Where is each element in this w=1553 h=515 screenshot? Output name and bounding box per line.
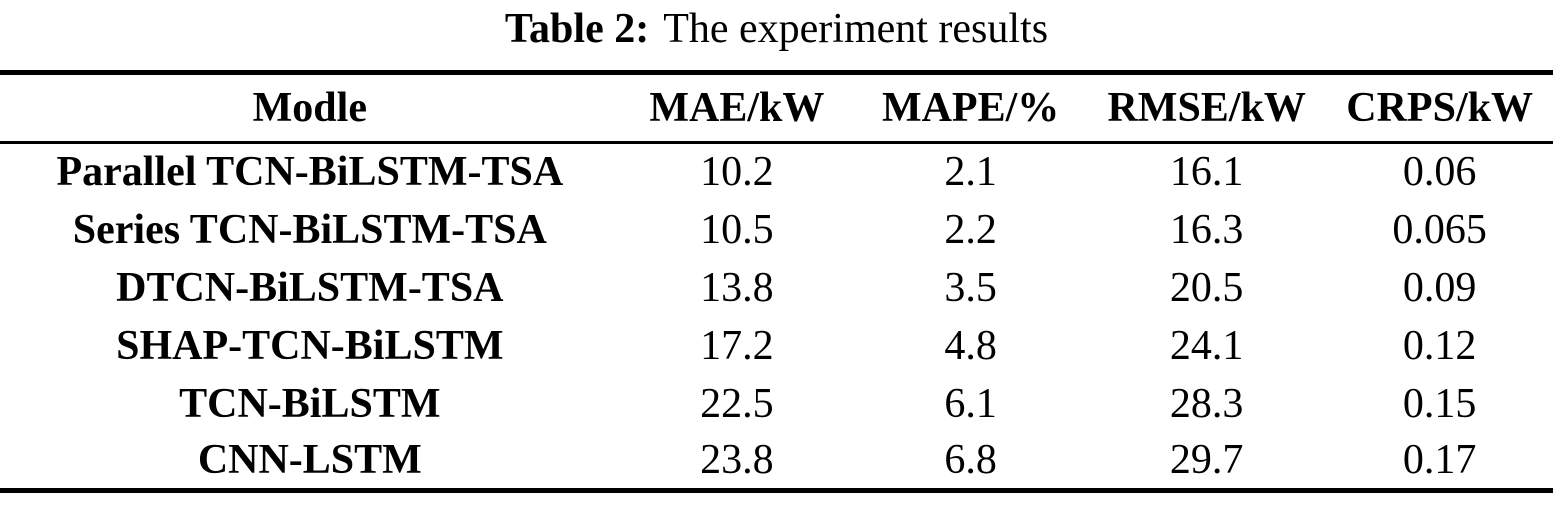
table-row: TCN-BiLSTM 22.5 6.1 28.3 0.15 <box>0 375 1553 433</box>
model-name-cell: SHAP-TCN-BiLSTM <box>116 322 504 369</box>
mape-cell: 2.2 <box>944 206 997 253</box>
model-name-cell: DTCN-BiLSTM-TSA <box>116 264 504 311</box>
table-caption-text: The experiment results <box>663 6 1049 52</box>
rmse-cell: 28.3 <box>1169 380 1244 427</box>
crps-cell: 0.09 <box>1402 264 1477 311</box>
rmse-cell: 16.3 <box>1169 206 1244 253</box>
mape-cell: 3.5 <box>944 264 997 311</box>
table-row: Parallel TCN-BiLSTM-TSA 10.2 2.1 16.1 0.… <box>0 143 1553 201</box>
rmse-cell: 20.5 <box>1169 264 1244 311</box>
header-row: Modle MAE/kW MAPE/% RMSE/kW CRPS/kW <box>0 73 1553 143</box>
table-row: CNN-LSTM 23.8 6.8 29.7 0.17 <box>0 433 1553 491</box>
table-row: Series TCN-BiLSTM-TSA 10.5 2.2 16.3 0.06… <box>0 201 1553 259</box>
rmse-cell: 24.1 <box>1169 322 1244 369</box>
table-caption-label: Table 2: <box>504 6 650 52</box>
mae-cell: 17.2 <box>700 322 774 369</box>
results-table-header: Modle MAE/kW MAPE/% RMSE/kW CRPS/kW <box>0 73 1553 143</box>
model-name-cell: CNN-LSTM <box>197 437 422 484</box>
crps-cell: 0.065 <box>1392 206 1487 253</box>
mape-cell: 4.8 <box>944 322 997 369</box>
model-name-cell: TCN-BiLSTM <box>179 380 441 427</box>
column-header-mape: MAPE/% <box>881 85 1060 131</box>
mape-cell: 6.1 <box>944 380 997 427</box>
crps-cell: 0.12 <box>1402 322 1477 369</box>
column-header-crps: CRPS/kW <box>1346 85 1533 131</box>
mape-cell: 6.8 <box>944 437 997 484</box>
table-caption: Table 2: The experiment results <box>0 0 1553 70</box>
model-name-cell: Series TCN-BiLSTM-TSA <box>72 206 547 253</box>
rmse-cell: 16.1 <box>1169 149 1244 196</box>
mape-cell: 2.1 <box>944 149 997 196</box>
crps-cell: 0.17 <box>1402 437 1477 484</box>
mae-cell: 13.8 <box>700 264 774 311</box>
crps-cell: 0.15 <box>1402 380 1477 427</box>
results-table-body: Parallel TCN-BiLSTM-TSA 10.2 2.1 16.1 0.… <box>0 143 1553 491</box>
mae-cell: 10.2 <box>700 149 774 196</box>
table-row: SHAP-TCN-BiLSTM 17.2 4.8 24.1 0.12 <box>0 317 1553 375</box>
table-row: DTCN-BiLSTM-TSA 13.8 3.5 20.5 0.09 <box>0 259 1553 317</box>
crps-cell: 0.06 <box>1402 149 1477 196</box>
mae-cell: 10.5 <box>700 206 774 253</box>
column-header-model: Modle <box>252 85 367 131</box>
model-name-cell: Parallel TCN-BiLSTM-TSA <box>56 149 564 196</box>
mae-cell: 23.8 <box>700 437 774 484</box>
results-table: Modle MAE/kW MAPE/% RMSE/kW CRPS/kW Para… <box>0 70 1553 493</box>
mae-cell: 22.5 <box>700 380 774 427</box>
column-header-rmse: RMSE/kW <box>1107 85 1306 131</box>
column-header-mae: MAE/kW <box>649 85 825 131</box>
rmse-cell: 29.7 <box>1169 437 1244 484</box>
